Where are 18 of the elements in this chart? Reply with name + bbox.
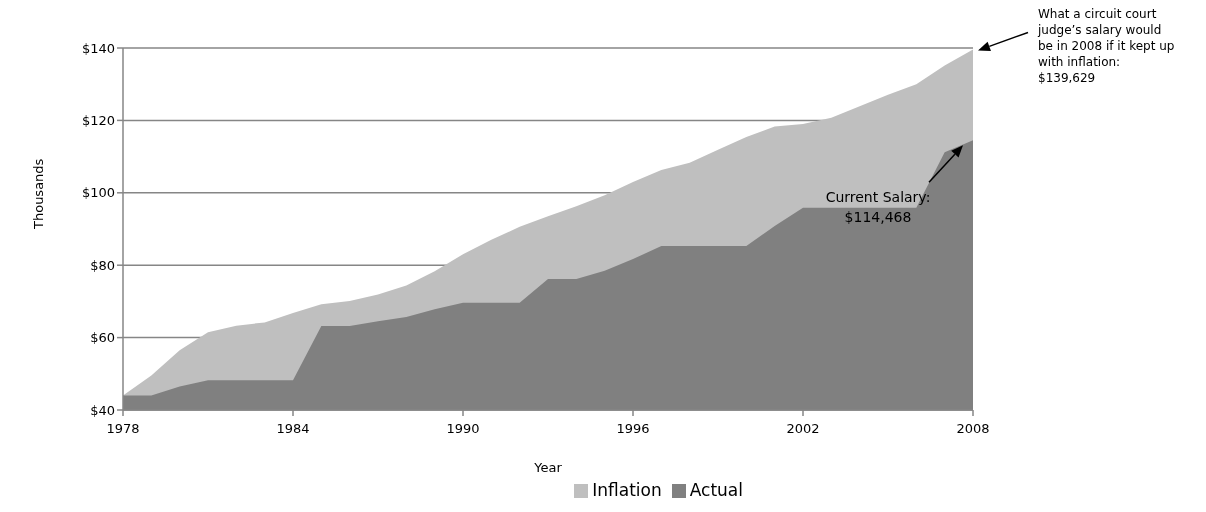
y-tick-label: $80 <box>90 257 115 273</box>
x-tick-label: 1978 <box>106 421 140 437</box>
x-tick-label: 1990 <box>446 421 480 437</box>
legend-label: Inflation <box>592 480 662 500</box>
y-tick-label: $40 <box>90 402 115 418</box>
y-tick-label: $120 <box>81 113 115 129</box>
text: What a circuit court judge’s salary would be in 2008 if it kept up with inflation: $139,629 <box>1037 6 1175 85</box>
x-tick-label: 2002 <box>786 421 820 437</box>
y-tick-label: $140 <box>81 40 115 56</box>
y-axis-title: Thousands <box>30 158 46 230</box>
legend-label: Actual <box>689 480 743 500</box>
x-tick-label: 2008 <box>956 421 990 437</box>
annotation: Current Salary: $114,468 <box>825 189 931 226</box>
y-tick-label: $100 <box>81 185 115 201</box>
y-tick-label: $60 <box>90 330 115 346</box>
x-tick-label: 1996 <box>616 421 650 437</box>
x-axis-title: Year <box>533 460 563 475</box>
x-tick-label: 1984 <box>276 421 310 437</box>
